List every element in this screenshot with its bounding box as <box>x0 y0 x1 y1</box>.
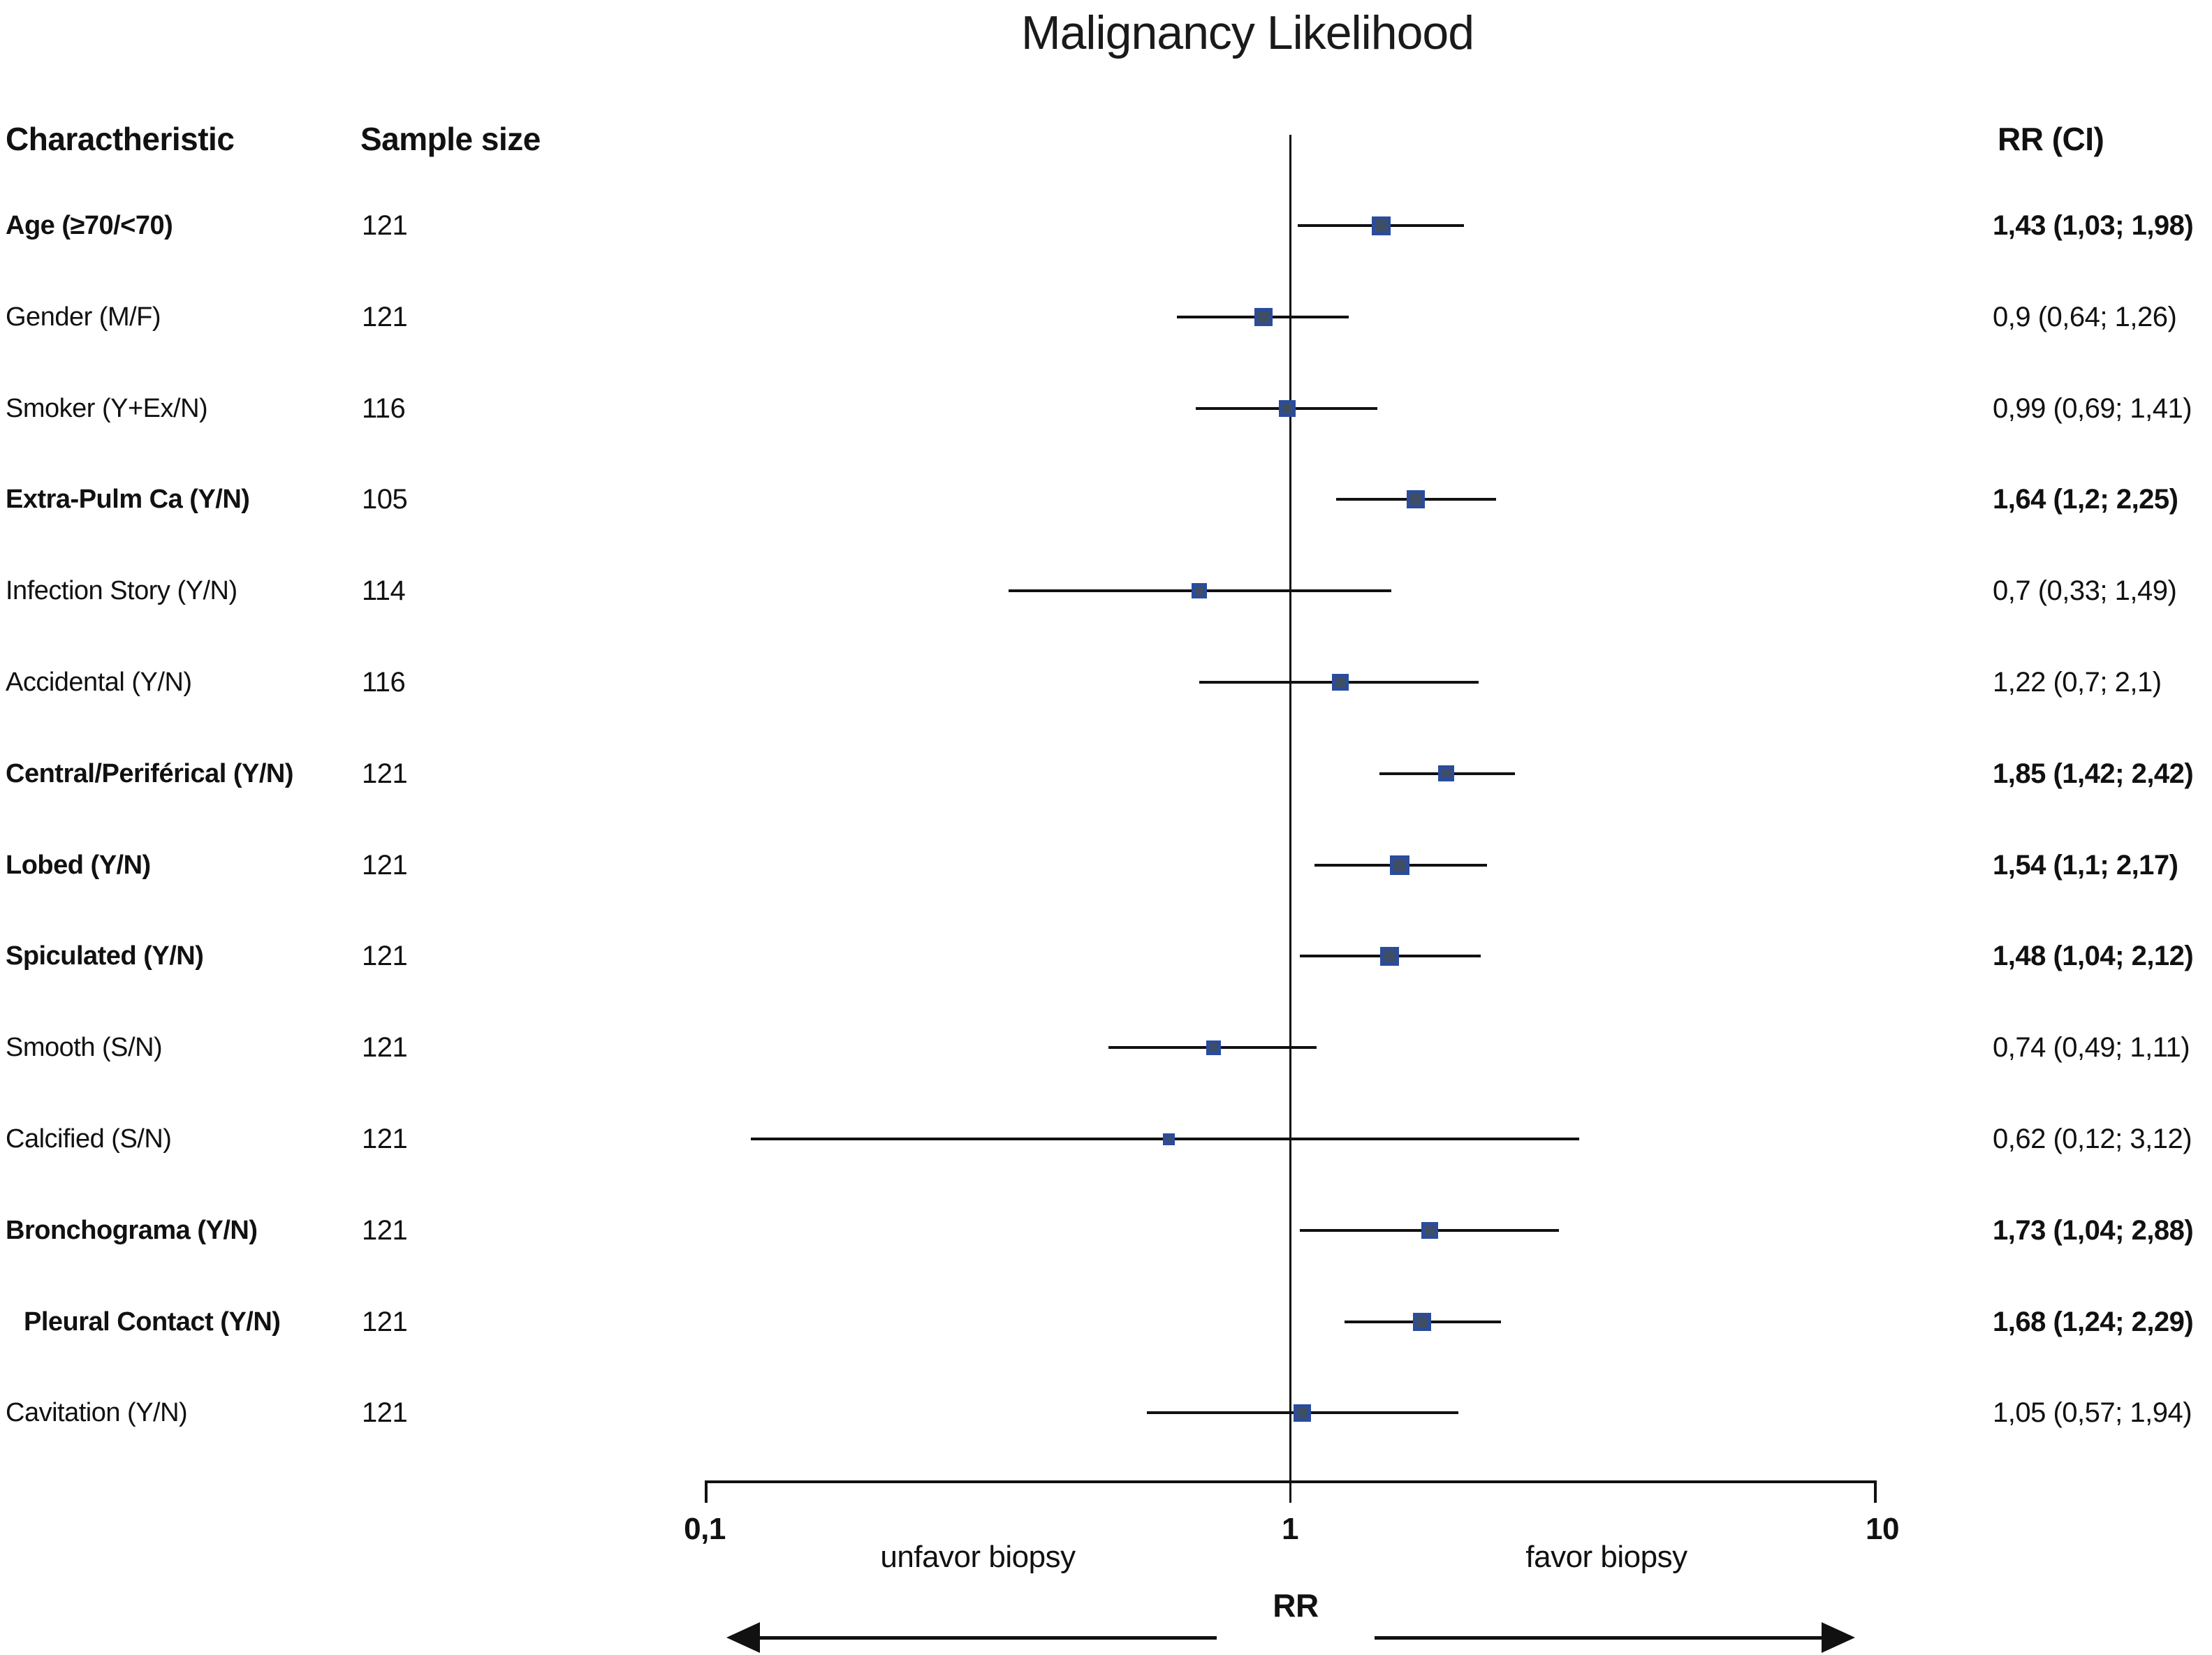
sample-size: 121 <box>362 1032 408 1064</box>
row-label: Cavitation (Y/N) <box>6 1398 188 1428</box>
sample-size: 121 <box>362 210 408 241</box>
column-header-characteristic: Charactheristic <box>6 121 235 157</box>
unfavor-biopsy-label: unfavor biopsy <box>880 1540 1076 1574</box>
rr-ci-value: 1,22 (0,7; 2,1) <box>1993 667 2162 698</box>
sample-size: 121 <box>362 1124 408 1154</box>
rr-marker <box>1421 1221 1438 1239</box>
rr-marker <box>1438 765 1455 782</box>
row-label: Age (≥70/<70) <box>6 211 173 240</box>
rr-marker <box>1380 946 1400 966</box>
rr-ci-value: 1,54 (1,1; 2,17) <box>1993 849 2178 881</box>
right-arrowhead-icon <box>1822 1622 1855 1653</box>
left-arrowhead-icon <box>726 1622 760 1653</box>
rr-ci-value: 1,05 (0,57; 1,94) <box>1993 1397 2192 1429</box>
rr-ci-value: 0,62 (0,12; 3,12) <box>1993 1124 2192 1154</box>
sample-size: 121 <box>362 941 408 972</box>
rr-marker <box>1162 1133 1175 1145</box>
x-axis-line <box>705 1480 1875 1483</box>
rr-ci-value: 1,43 (1,03; 1,98) <box>1993 210 2194 241</box>
rr-marker <box>1254 307 1273 326</box>
row-label: Calcified (S/N) <box>6 1124 172 1154</box>
chart-title: Malignancy Likelihood <box>1020 6 1474 59</box>
rr-ci-value: 0,99 (0,69; 1,41) <box>1993 392 2192 424</box>
rr-ci-value: 1,48 (1,04; 2,12) <box>1993 941 2194 972</box>
row-label: Lobed (Y/N) <box>6 850 151 880</box>
row-label: Spiculated (Y/N) <box>6 941 204 971</box>
rr-marker <box>1294 1404 1312 1422</box>
sample-size: 121 <box>362 301 408 332</box>
rr-ci-value: 1,68 (1,24; 2,29) <box>1993 1306 2194 1337</box>
rr-marker <box>1407 490 1425 509</box>
rr-ci-value: 0,74 (0,49; 1,11) <box>1993 1032 2190 1064</box>
left-arrow-shaft <box>756 1636 1217 1640</box>
rr-ci-value: 1,85 (1,42; 2,42) <box>1993 758 2194 789</box>
column-header-sample-size: Sample size <box>360 121 541 157</box>
rr-ci-value: 0,9 (0,64; 1,26) <box>1993 301 2177 332</box>
sample-size: 121 <box>362 849 408 881</box>
sample-size: 121 <box>362 1397 408 1429</box>
x-axis-tick-10 <box>1874 1480 1877 1503</box>
rr-ci-value: 1,73 (1,04; 2,88) <box>1993 1214 2194 1246</box>
favor-biopsy-label: favor biopsy <box>1525 1540 1687 1574</box>
rr-marker <box>1371 216 1391 235</box>
sample-size: 121 <box>362 1306 408 1337</box>
reference-line-rr-1 <box>1289 135 1291 1503</box>
rr-marker <box>1412 1312 1431 1331</box>
sample-size: 121 <box>362 1214 408 1246</box>
x-axis-ticklabel-10: 10 <box>1866 1512 1899 1546</box>
sample-size: 116 <box>362 667 406 698</box>
row-label: Smooth (S/N) <box>6 1033 163 1063</box>
rr-marker <box>1206 1040 1221 1055</box>
right-arrow-shaft <box>1375 1636 1825 1640</box>
x-axis-tick-0-1 <box>705 1480 708 1503</box>
rr-ci-value: 0,7 (0,33; 1,49) <box>1993 575 2177 607</box>
row-label: Bronchograma (Y/N) <box>6 1215 258 1245</box>
sample-size: 121 <box>362 758 408 789</box>
sample-size: 116 <box>362 392 406 424</box>
rr-marker <box>1192 583 1208 599</box>
rr-marker <box>1390 855 1410 875</box>
column-header-rr-ci: RR (CI) <box>1998 121 2104 157</box>
x-axis-ticklabel-1: 1 <box>1282 1512 1298 1546</box>
row-label: Smoker (Y+Ex/N) <box>6 393 208 423</box>
rr-marker <box>1279 399 1296 417</box>
row-label: Gender (M/F) <box>6 302 161 332</box>
row-label: Pleural Contact (Y/N) <box>24 1307 281 1337</box>
row-label: Central/Periférical (Y/N) <box>6 758 293 788</box>
row-label: Extra-Pulm Ca (Y/N) <box>6 485 250 515</box>
rr-ci-value: 1,64 (1,2; 2,25) <box>1993 484 2178 515</box>
rr-marker <box>1332 674 1349 691</box>
row-label: Accidental (Y/N) <box>6 668 192 697</box>
x-axis-title-rr: RR <box>1273 1587 1319 1624</box>
x-axis-ticklabel-0-1: 0,1 <box>684 1512 726 1546</box>
sample-size: 105 <box>362 484 408 515</box>
row-label: Infection Story (Y/N) <box>6 576 237 606</box>
sample-size: 114 <box>362 575 406 607</box>
